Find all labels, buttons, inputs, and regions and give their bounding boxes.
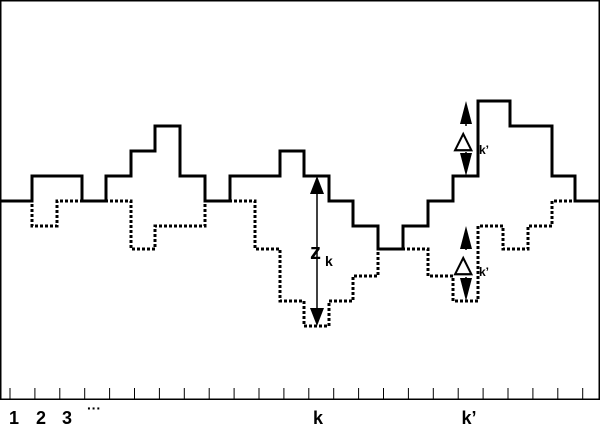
- zk-arrow-down-head: [310, 308, 324, 326]
- zk-arrow-up-head: [310, 176, 324, 194]
- zk-label: z k: [310, 239, 333, 269]
- delta-upper-sub: k’: [479, 143, 489, 157]
- x-label-2: 2: [36, 408, 46, 428]
- delta-upper-down-head: [460, 153, 472, 176]
- x-label-k: k: [313, 408, 324, 428]
- x-label-ellipsis: ···: [87, 400, 101, 416]
- x-label-1: 1: [9, 408, 19, 428]
- delta-upper-up-head: [460, 101, 472, 124]
- delta-lower-down-head: [460, 278, 472, 301]
- delta-lower-up-head: [460, 226, 472, 249]
- zk-arrow: [310, 176, 324, 326]
- zk-label-base: z: [310, 239, 321, 264]
- delta-upper-arrows: [460, 101, 472, 176]
- delta-lower-label: △ k’: [453, 251, 489, 279]
- delta-lower-sub: k’: [479, 265, 489, 279]
- dotted-step-curve: [0, 199, 600, 328]
- x-axis-ticks: [9, 388, 584, 400]
- x-label-kprime: k’: [461, 408, 476, 428]
- zk-label-sub: k: [325, 253, 333, 269]
- x-label-3: 3: [62, 408, 72, 428]
- delta-lower-arrows: [460, 226, 472, 301]
- delta-upper-symbol: △: [453, 127, 474, 154]
- solid-step-curve: [0, 99, 600, 251]
- delta-upper-label: △ k’: [453, 127, 489, 157]
- delta-lower-symbol: △: [453, 251, 474, 278]
